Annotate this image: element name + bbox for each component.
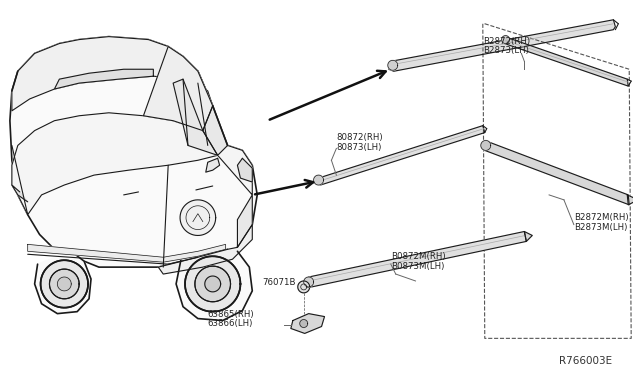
- Polygon shape: [173, 79, 218, 155]
- Polygon shape: [203, 106, 228, 155]
- Polygon shape: [484, 141, 629, 205]
- Polygon shape: [49, 269, 79, 299]
- Polygon shape: [317, 126, 484, 185]
- Polygon shape: [58, 277, 71, 291]
- Polygon shape: [28, 244, 225, 262]
- Polygon shape: [10, 36, 257, 267]
- Polygon shape: [12, 113, 252, 215]
- Polygon shape: [176, 251, 252, 321]
- Polygon shape: [12, 36, 212, 111]
- Polygon shape: [524, 231, 532, 241]
- Polygon shape: [237, 195, 252, 247]
- Text: B0872M(RH): B0872M(RH): [391, 252, 445, 261]
- Polygon shape: [158, 225, 252, 274]
- Polygon shape: [54, 69, 154, 89]
- Polygon shape: [307, 231, 526, 287]
- Text: 63865(RH): 63865(RH): [208, 310, 254, 318]
- Text: B0873M(LH): B0873M(LH): [391, 262, 444, 271]
- Polygon shape: [40, 260, 88, 308]
- Polygon shape: [504, 36, 628, 86]
- Polygon shape: [180, 200, 216, 235]
- Polygon shape: [627, 195, 638, 205]
- Polygon shape: [205, 276, 221, 292]
- Polygon shape: [143, 46, 212, 131]
- Polygon shape: [35, 251, 91, 314]
- Polygon shape: [237, 158, 252, 182]
- Polygon shape: [206, 158, 220, 172]
- Text: 80873(LH): 80873(LH): [337, 143, 381, 153]
- Polygon shape: [291, 314, 324, 333]
- Polygon shape: [388, 60, 397, 70]
- Text: 76071B: 76071B: [262, 278, 296, 287]
- Text: B2873(LH): B2873(LH): [483, 46, 529, 55]
- Polygon shape: [502, 36, 509, 44]
- Polygon shape: [481, 141, 491, 150]
- Text: R766003E: R766003E: [559, 356, 612, 366]
- Polygon shape: [314, 175, 323, 185]
- Text: 80872(RH): 80872(RH): [337, 134, 383, 142]
- Polygon shape: [298, 281, 310, 293]
- Polygon shape: [185, 256, 241, 312]
- Polygon shape: [300, 320, 308, 327]
- Text: B2872M(RH): B2872M(RH): [574, 213, 628, 222]
- Polygon shape: [304, 277, 314, 287]
- Text: B2872(RH): B2872(RH): [483, 36, 530, 45]
- Text: B2873M(LH): B2873M(LH): [574, 222, 627, 231]
- Polygon shape: [195, 266, 230, 302]
- Text: 63866(LH): 63866(LH): [208, 320, 253, 328]
- Polygon shape: [389, 20, 616, 71]
- Polygon shape: [12, 185, 28, 202]
